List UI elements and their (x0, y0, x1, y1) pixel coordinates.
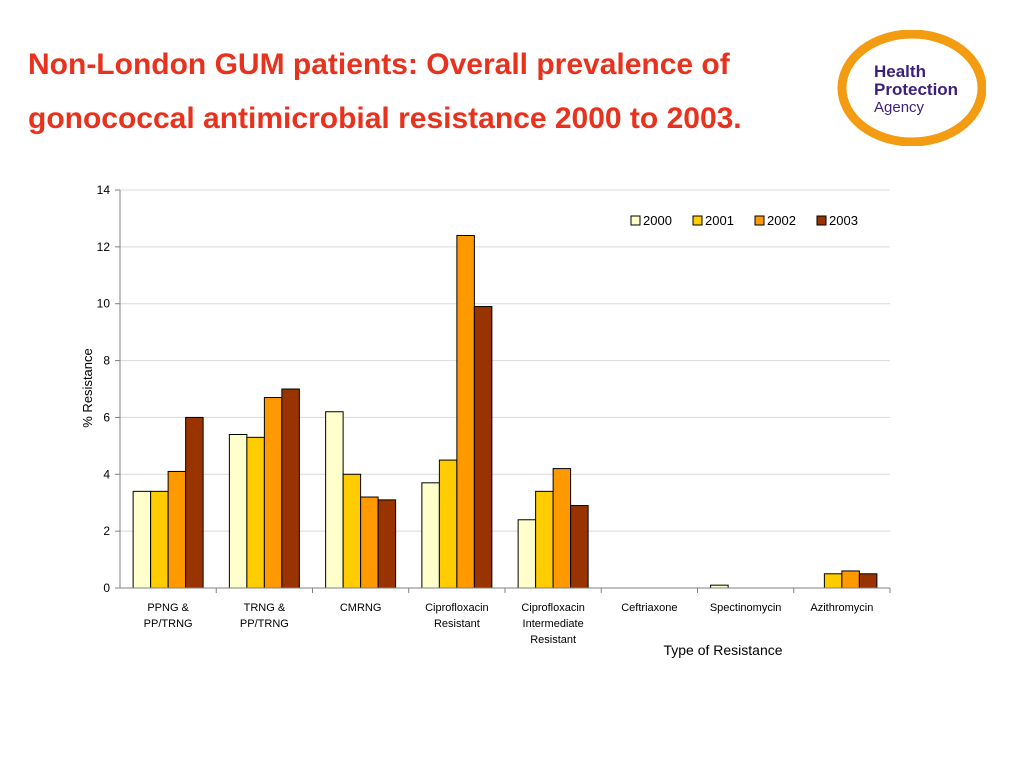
x-tick-label: Ciprofloxacin Intermediate Resistant (521, 602, 585, 646)
x-tick-label: Ciprofloxacin Resistant (425, 602, 489, 630)
bar-2000-2 (325, 411, 344, 589)
x-tick-label-line: PPNG & (147, 602, 189, 614)
y-tick-label: 2 (103, 524, 110, 538)
bar-2000-0 (132, 490, 152, 589)
legend-swatch-2003 (816, 215, 827, 226)
bar-2002-4 (552, 468, 572, 589)
logo-text-agency: Agency (874, 99, 925, 116)
y-axis-ticks: 0 2 4 6 8 10 12 14 (97, 183, 120, 595)
legend-swatch-2000 (630, 215, 641, 226)
health-protection-agency-logo: Health Protection Agency (837, 30, 986, 146)
x-tick-label-line: Ceftriaxone (621, 602, 677, 614)
chart-bars (132, 234, 878, 589)
bar-2002-7 (841, 570, 860, 589)
y-tick-label: 4 (103, 467, 110, 481)
x-tick-label-line: CMRNG (340, 602, 382, 614)
bar-2003-3 (473, 306, 493, 589)
x-tick-label: Spectinomycin (710, 602, 782, 614)
x-axis-ticks: PPNG & PP/TRNG TRNG & PP/TRNG CMRNG Ciproflox… (144, 588, 891, 646)
legend-label-2001: 2001 (705, 213, 734, 228)
legend-label-2003: 2003 (829, 213, 858, 228)
bar-2002-0 (167, 470, 187, 589)
x-tick-label-line: Ciprofloxacin (425, 602, 489, 614)
x-tick-label-line: Resistant (434, 618, 480, 630)
x-tick-label-line: TRNG & (244, 602, 286, 614)
y-tick-label: 10 (97, 297, 111, 311)
x-tick-label: TRNG & PP/TRNG (240, 602, 289, 630)
x-axis-label: Type of Resistance (663, 642, 782, 658)
y-tick-label: 0 (103, 581, 110, 595)
y-tick-label: 14 (97, 183, 111, 197)
bar-2001-4 (535, 490, 554, 589)
slide-title: Non-London GUM patients: Overall prevale… (28, 48, 742, 135)
bar-2001-3 (438, 459, 458, 589)
bar-2002-1 (263, 397, 283, 589)
bar-2003-2 (377, 499, 397, 589)
legend-swatch-2001 (692, 215, 703, 226)
bar-2000-4 (517, 519, 537, 589)
y-tick-label: 6 (103, 410, 110, 424)
bar-2003-1 (281, 388, 300, 589)
bar-2000-1 (228, 433, 248, 589)
bar-2003-0 (185, 416, 204, 589)
x-tick-label-line: PP/TRNG (144, 618, 193, 630)
x-tick-label: Azithromycin (810, 602, 873, 614)
bar-2001-0 (150, 490, 169, 589)
y-tick-label: 8 (103, 354, 110, 368)
x-tick-label: Ceftriaxone (621, 602, 677, 614)
x-tick-label-line: PP/TRNG (240, 618, 289, 630)
x-tick-label-line: Resistant (530, 634, 576, 646)
bar-2002-3 (456, 234, 475, 589)
x-tick-label: CMRNG (340, 602, 382, 614)
x-tick-label-line: Azithromycin (810, 602, 873, 614)
chart-gridlines (120, 189, 890, 532)
bar-2001-7 (823, 573, 843, 589)
bar-2002-2 (360, 496, 379, 589)
legend-label-2002: 2002 (767, 213, 796, 228)
bar-2003-7 (858, 573, 878, 589)
bar-2001-1 (246, 436, 265, 589)
logo-ring (837, 30, 986, 146)
logo-text-health: Health (874, 62, 926, 81)
x-tick-label: PPNG & PP/TRNG (144, 602, 193, 630)
x-tick-label-line: Spectinomycin (710, 602, 782, 614)
logo-inner (850, 42, 974, 134)
bar-2001-2 (342, 473, 362, 589)
x-tick-label-line: Ciprofloxacin (521, 602, 585, 614)
chart-legend: 2000 2001 2002 2003 (630, 213, 858, 228)
legend-label-2000: 2000 (643, 213, 672, 228)
legend-swatch-2002 (754, 215, 765, 226)
x-tick-label-line: Intermediate (523, 618, 584, 630)
logo-text-protection: Protection (874, 80, 958, 99)
bar-2003-4 (570, 505, 589, 589)
y-axis-label: % Resistance (80, 348, 95, 427)
y-tick-label: 12 (97, 240, 111, 254)
bar-2000-3 (421, 482, 440, 589)
